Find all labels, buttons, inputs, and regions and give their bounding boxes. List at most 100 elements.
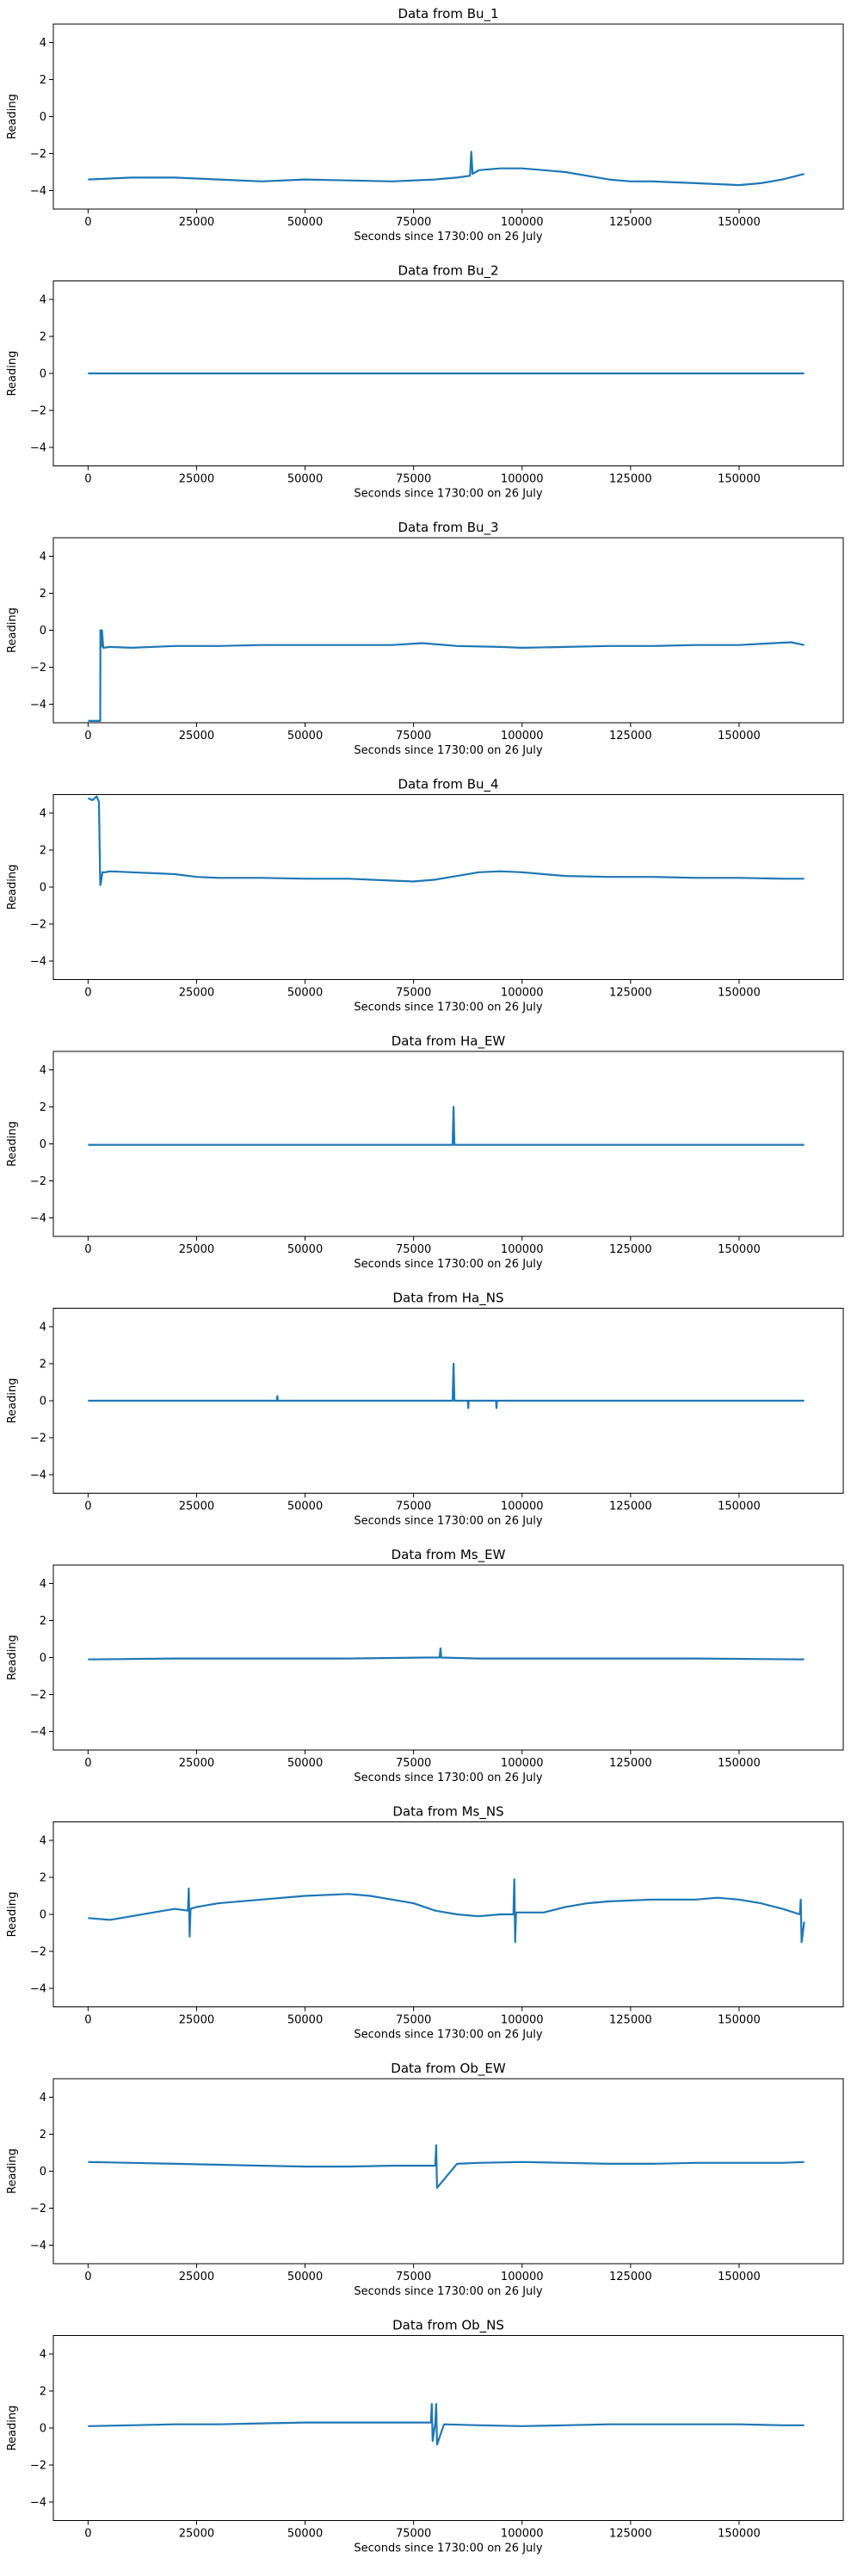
x-tick-label: 150000 [718,473,761,486]
y-tick-label: 4 [40,1322,46,1334]
y-tick-label: −4 [30,1983,46,1996]
y-tick-label: 0 [40,2166,46,2179]
chart-title: Data from Bu_4 [398,777,498,793]
y-axis-label: Reading [6,2148,19,2194]
y-tick-label: 2 [40,331,46,344]
x-tick-label: 100000 [501,987,544,1000]
x-tick-label: 125000 [609,1501,652,1513]
y-tick-label: −2 [30,1689,46,1702]
y-tick-label: −2 [30,2460,46,2473]
x-tick-label: 150000 [718,2528,761,2541]
x-tick-label: 150000 [718,987,761,1000]
x-tick-label: 125000 [609,2271,652,2283]
axes-frame [52,2335,844,2521]
y-tick-label: 2 [40,1872,46,1885]
x-tick-label: 100000 [501,473,544,486]
x-axis-label: Seconds since 1730:00 on 26 July [354,1258,542,1271]
y-tick-label: 2 [40,2386,46,2399]
series-line [88,1878,805,1944]
series-line [88,2144,805,2189]
y-axis-label: Reading [6,2406,19,2451]
x-axis-label: Seconds since 1730:00 on 26 July [354,1001,542,1014]
x-tick-label: 0 [84,2271,91,2283]
x-tick-label: 75000 [396,473,431,486]
x-axis-label: Seconds since 1730:00 on 26 July [354,744,542,757]
x-axis-label: Seconds since 1730:00 on 26 July [354,488,542,501]
axes-frame [52,23,844,210]
x-tick-label: 50000 [287,2528,323,2541]
y-axis-label: Reading [6,1378,19,1424]
x-tick-label: 75000 [396,1501,431,1513]
x-tick-label: 0 [84,1501,91,1513]
y-axis-label: Reading [6,1635,19,1680]
y-tick-label: −4 [30,185,46,198]
x-tick-label: 0 [84,473,91,486]
y-tick-label: −4 [30,2240,46,2252]
x-tick-label: 0 [84,216,91,229]
x-tick-label: 0 [84,1243,91,1256]
x-tick-label: 25000 [179,730,214,743]
x-tick-label: 150000 [718,1501,761,1513]
y-axis-label: Reading [6,94,19,139]
x-axis-label: Seconds since 1730:00 on 26 July [354,231,542,243]
y-tick-label: 4 [40,808,46,821]
subplot: Data from Ms_NS 0 25000 50000 75000 100000 125… [6,1804,844,2042]
y-tick-label: 0 [40,882,46,895]
x-tick-label: 150000 [718,1243,761,1256]
chart-title: Data from Ha_EW [392,1033,506,1050]
y-tick-label: 2 [40,1359,46,1371]
subplot: Data from Bu_3 0 25000 50000 75000 100000 1250… [6,520,844,757]
y-tick-label: 4 [40,1064,46,1077]
y-tick-label: 4 [40,2349,46,2362]
x-tick-label: 75000 [396,730,431,743]
x-tick-label: 75000 [396,987,431,1000]
y-tick-label: 0 [40,111,46,124]
x-tick-label: 0 [84,730,91,743]
x-tick-label: 25000 [179,987,214,1000]
y-tick-label: −4 [30,442,46,455]
x-tick-label: 100000 [501,2528,544,2541]
y-tick-label: 4 [40,1578,46,1591]
y-tick-label: 0 [40,1652,46,1665]
x-tick-label: 25000 [179,473,214,486]
x-tick-label: 75000 [396,2271,431,2283]
y-axis-label: Reading [6,1892,19,1938]
y-tick-label: −4 [30,1470,46,1482]
y-tick-label: 0 [40,1138,46,1151]
axes-frame [52,1821,844,2007]
y-tick-label: −2 [30,148,46,161]
x-tick-label: 0 [84,2528,91,2541]
x-tick-label: 125000 [609,1757,652,1770]
x-tick-label: 75000 [396,1757,431,1770]
x-axis-label: Seconds since 1730:00 on 26 July [354,2285,542,2298]
y-tick-label: 2 [40,588,46,601]
y-axis-label: Reading [6,865,19,910]
y-tick-label: 2 [40,2129,46,2142]
x-tick-label: 50000 [287,216,323,229]
x-tick-label: 125000 [609,2528,652,2541]
y-tick-label: −2 [30,1946,46,1959]
y-tick-label: 4 [40,1835,46,1848]
axes-frame [52,794,844,980]
x-tick-label: 125000 [609,216,652,229]
chart-title: Data from Ob_EW [391,2061,506,2077]
subplot: Data from Ms_EW 0 25000 50000 75000 100000 125… [6,1547,844,1784]
x-tick-label: 25000 [179,2528,214,2541]
chart-title: Data from Ms_NS [392,1804,503,1821]
y-tick-label: 4 [40,2092,46,2105]
chart-title: Data from Ob_NS [392,2318,504,2334]
y-tick-label: −2 [30,1175,46,1188]
chart-title: Data from Bu_3 [398,520,498,536]
y-tick-label: 2 [40,1615,46,1628]
subplot: Data from Bu_2 0 25000 50000 75000 100000 1250… [6,263,844,501]
series-line [88,1647,805,1661]
series-line [88,1362,805,1409]
x-tick-label: 100000 [501,730,544,743]
y-tick-label: −4 [30,1212,46,1225]
x-tick-label: 100000 [501,2014,544,2027]
axes-frame [52,2078,844,2265]
y-tick-label: −2 [30,2203,46,2215]
y-tick-label: 2 [40,74,46,87]
subplot: Data from Ha_NS 0 25000 50000 75000 100000 125… [6,1291,844,1528]
x-tick-label: 100000 [501,2271,544,2283]
